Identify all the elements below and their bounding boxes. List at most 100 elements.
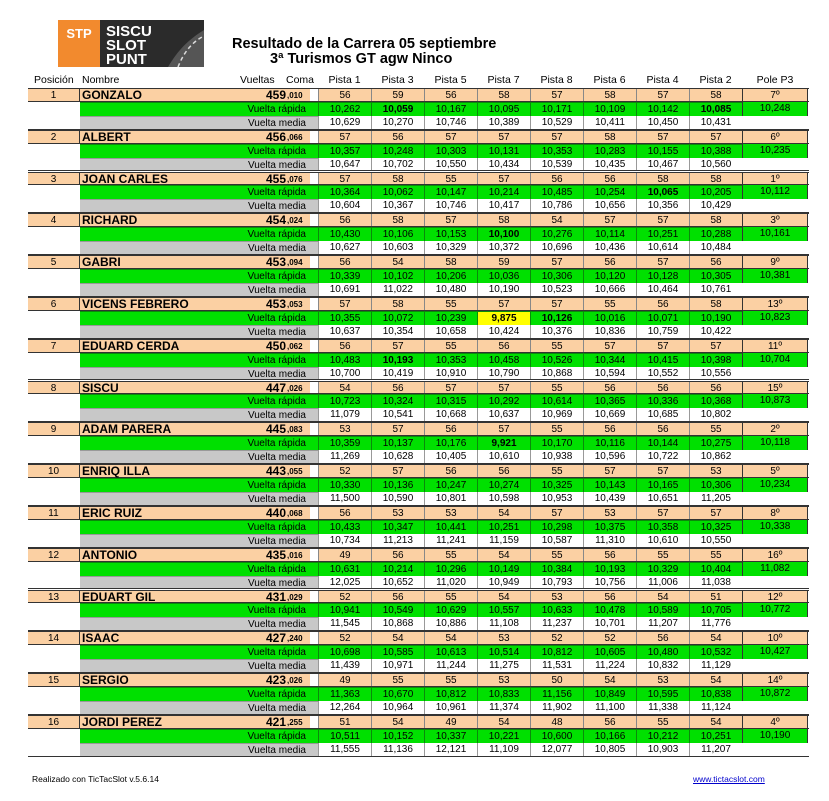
track-laps: 56 [689,381,742,394]
position: 2 [28,130,80,143]
avg-lap-time: 10,668 [424,408,477,422]
fast-lap-time: 10,147 [424,185,477,200]
avg-lap-time: 11,022 [371,282,424,296]
avg-lap-time: 10,836 [583,324,636,338]
avg-lap-time: 10,190 [477,282,530,296]
fast-lap-time: 10,206 [424,269,477,283]
avg-lap-time: 10,685 [636,408,689,422]
avg-lap-time: 11,555 [318,742,371,756]
driver-record: 12 ANTONIO 435,016 49 56 55 54 55 56 55 55 16º Vuelt… [28,547,809,590]
track-laps: 55 [636,548,689,561]
fast-lap-time: 10,062 [371,185,424,200]
fast-lap-row: Vuelta rápida 10,511 10,152 10,337 10,221 10,… [28,728,809,743]
track-laps: 55 [371,674,424,686]
avg-lap-time: 10,356 [636,199,689,213]
avg-lap-time: 11,124 [689,700,742,714]
position: 16 [28,715,80,728]
driver-record: 11 ERIC RUIZ 440,068 56 53 53 54 57 53 57 57 8º Vuel… [28,505,809,548]
track-laps: 57 [583,465,636,477]
laps-count: 455 [265,171,286,186]
track-laps: 54 [371,632,424,644]
laps-fraction: ,016 [287,550,303,560]
fast-lap-label: Vuelta rápida [80,394,318,409]
avg-lap-row: Vuelta media 10,627 10,603 10,329 10,372 10,6… [28,241,809,256]
fast-lap-row: Vuelta rápida 10,355 10,072 10,239 9,875 10,1… [28,310,809,325]
driver-name: GONZALO [80,89,310,101]
avg-lap-time: 10,372 [477,241,530,255]
fast-lap-time: 10,171 [530,101,583,116]
fast-lap-time: 10,838 [689,687,742,701]
fast-lap-time: 10,303 [424,143,477,158]
driver-record: 1 GONZALO 459,010 56 59 56 58 57 58 57 58 7º Vuelta … [28,88,809,130]
fast-lap-time: 10,614 [530,394,583,409]
avg-lap-label: Vuelta media [80,742,318,756]
fast-lap-time: 10,251 [477,519,530,534]
fast-lap-row: Vuelta rápida 10,357 10,248 10,303 10,131 10,… [28,143,809,158]
avg-lap-time: 11,020 [424,575,477,589]
driver-record: 4 RICHARD 454,024 56 58 57 58 54 57 57 58 3º Vuelta … [28,213,809,256]
fast-lap-row: Vuelta rápida 10,359 10,137 10,176 9,921 10,1… [28,436,809,451]
laps-count: 447 [265,380,286,395]
pole-fast-lap: 10,235 [742,143,808,158]
footer-link[interactable]: www.tictacslot.com [693,774,765,784]
fast-lap-time: 10,165 [636,478,689,492]
fast-lap-time: 10,059 [371,101,424,116]
track-laps: 56 [583,256,636,268]
avg-lap-time: 12,264 [318,700,371,714]
avg-lap-time: 11,241 [424,533,477,547]
fast-lap-time: 10,296 [424,561,477,576]
track-laps: 56 [530,172,583,185]
fast-lap-time: 10,325 [530,478,583,492]
driver-record: 13 EDUART GIL 431,029 52 56 55 54 53 56 54 51 12º Vu… [28,589,809,632]
fast-lap-time: 10,247 [424,478,477,492]
pole-position: 7º [742,89,808,101]
pole-fast-lap: 10,248 [742,101,808,116]
track-laps: 54 [318,381,371,394]
fast-lap-time: 10,167 [424,101,477,116]
fast-lap-time: 10,251 [689,728,742,743]
pole-position: 5º [742,465,808,477]
track-laps: 58 [371,214,424,226]
result-row: 4 RICHARD 454,024 56 58 57 58 54 57 57 58 3º [28,213,809,228]
driver-name: RICHARD [80,214,310,226]
track-laps: 57 [530,297,583,310]
pole-fast-lap: 10,112 [742,185,808,200]
avg-lap-time: 10,886 [424,617,477,631]
fast-lap-time: 10,298 [530,519,583,534]
track-laps: 58 [424,256,477,268]
track-laps: 53 [689,465,742,477]
fast-lap-time: 10,136 [371,478,424,492]
pole-position: 14º [742,674,808,686]
track-laps: 55 [689,548,742,561]
track-laps: 58 [477,214,530,226]
result-row: 12 ANTONIO 435,016 49 56 55 54 55 56 55 55 16º [28,547,809,562]
track-laps: 52 [530,632,583,644]
track-laps: 55 [530,548,583,561]
pole-position: 11º [742,339,808,352]
fast-lap-time: 10,398 [689,352,742,367]
fast-lap-time: 10,149 [477,561,530,576]
driver-name: ENRIQ ILLA [80,465,310,477]
footer-credit: Realizado con TicTacSlot v.5.6.14 [32,774,159,784]
fast-lap-row: Vuelta rápida 10,631 10,214 10,296 10,149 10,… [28,561,809,576]
avg-lap-time: 10,629 [318,115,371,129]
track-laps: 57 [371,423,424,435]
avg-lap-time: 10,862 [689,450,742,464]
fast-lap-time: 10,106 [371,227,424,242]
avg-lap-time: 10,270 [371,115,424,129]
result-row: 5 GABRI 453,094 56 54 58 59 57 56 57 56 9º [28,255,809,270]
driver-name: ADAM PARERA [80,423,310,435]
track-laps: 52 [318,632,371,644]
pole-fast-lap: 10,427 [742,645,808,660]
fast-lap-time: 10,723 [318,394,371,409]
avg-lap-time: 10,805 [583,742,636,756]
fast-lap-label: Vuelta rápida [80,269,318,283]
avg-lap-label: Vuelta media [80,282,318,296]
header-track: Pista 6 [593,74,626,86]
track-laps: 56 [424,423,477,435]
track-laps: 55 [636,715,689,728]
avg-lap-time: 10,669 [583,408,636,422]
track-laps: 54 [371,256,424,268]
avg-lap-row: Vuelta media 10,604 10,367 10,746 10,417 10,7… [28,199,809,214]
fast-lap-row: Vuelta rápida 10,430 10,106 10,153 10,100 10,… [28,227,809,242]
